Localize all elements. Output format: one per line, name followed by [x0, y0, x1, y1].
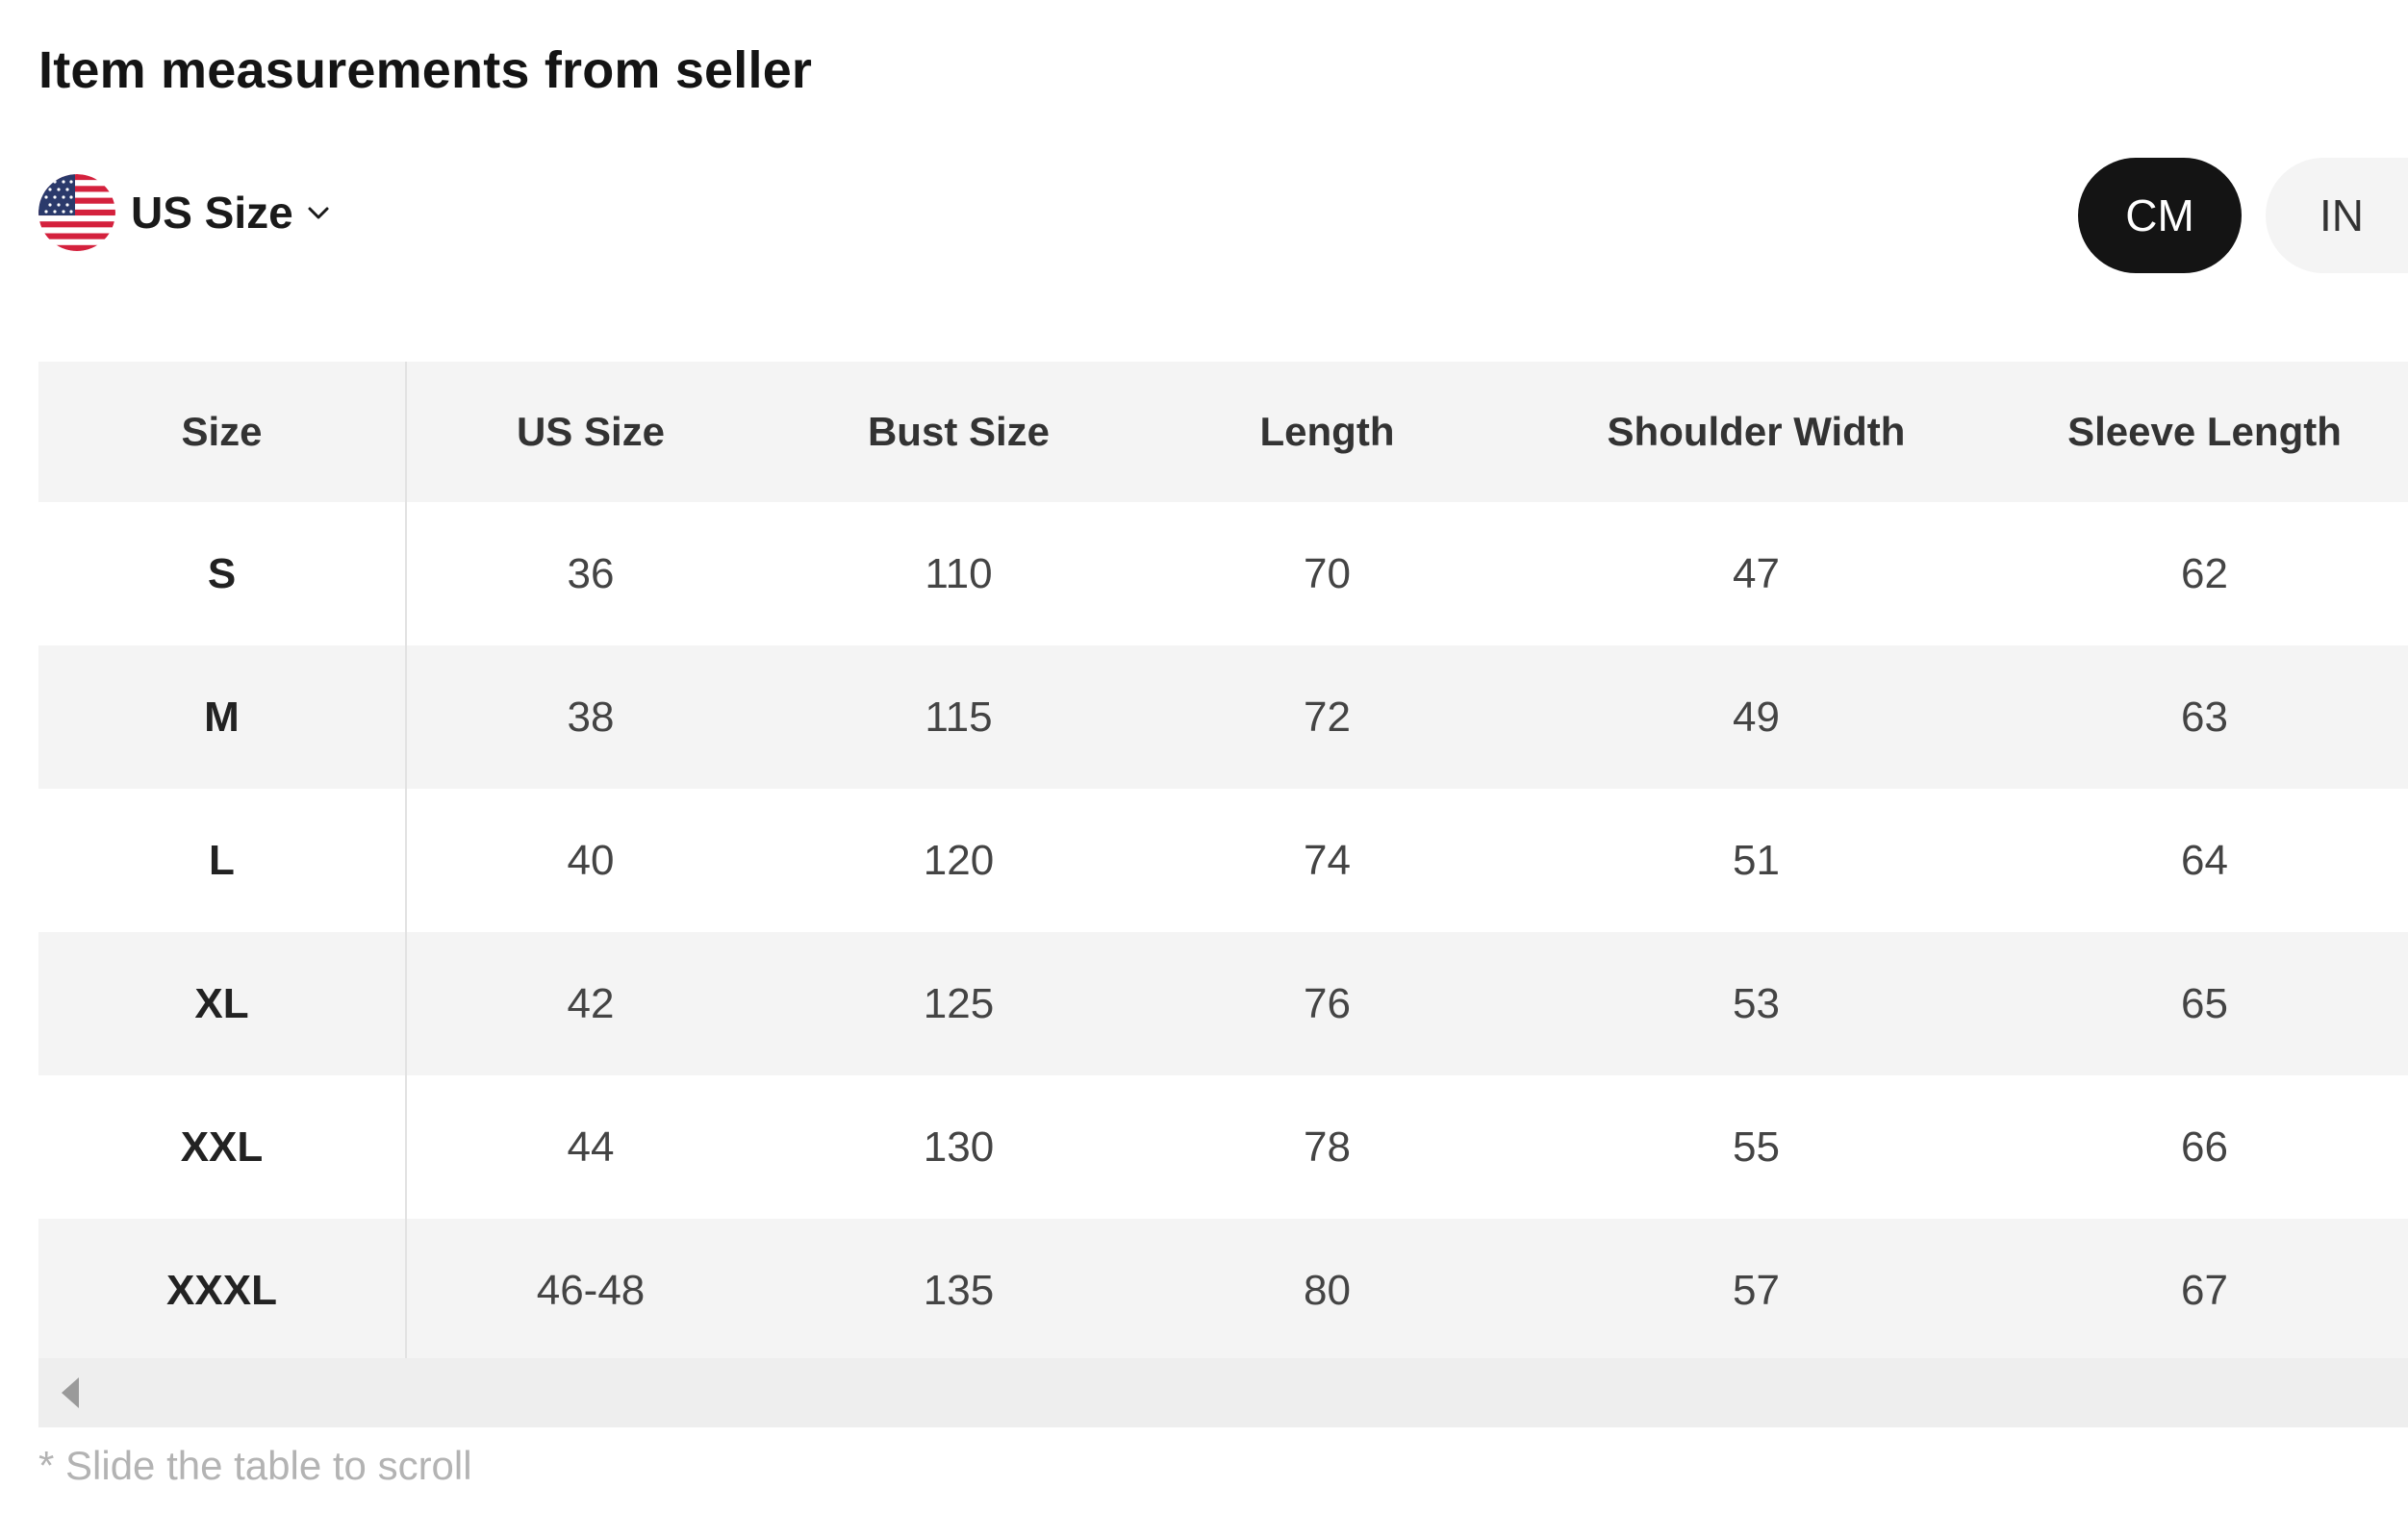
table-cell: 67 [2001, 1219, 2408, 1362]
table-row: S 36 110 70 47 62 [38, 502, 2408, 645]
size-system-dropdown[interactable]: US Size [38, 171, 332, 254]
table-cell: 46-48 [406, 1219, 774, 1362]
table-row: XXXL 46-48 135 80 57 67 [38, 1219, 2408, 1362]
table-cell: 64 [2181, 836, 2228, 884]
table-cell: 80 [1143, 1219, 1511, 1362]
table-cell: 125 [774, 932, 1143, 1075]
column-header-length: Length [1143, 362, 1511, 502]
table-cell: 62 [2181, 549, 2228, 597]
table-cell: 57 [1511, 1219, 2001, 1362]
unit-toggle-in[interactable]: IN [2266, 158, 2408, 273]
column-header-sleeve-length: Sleeve Length [2001, 362, 2408, 502]
measurements-table-container[interactable]: Size US Size Bust Size Length Shoulder W… [38, 362, 2408, 1427]
table-cell: 51 [1733, 836, 1780, 884]
scroll-hint: * Slide the table to scroll [38, 1443, 472, 1488]
table-cell: 70 [1304, 549, 1351, 597]
table-cell: 74 [1304, 836, 1351, 884]
table-cell: 49 [1511, 645, 2001, 789]
table-cell: 120 [923, 836, 995, 884]
scroll-left-arrow-icon[interactable] [62, 1377, 79, 1408]
table-row: M 38 115 72 49 63 [38, 645, 2408, 789]
table-header-row: Size US Size Bust Size Length Shoulder W… [38, 362, 2408, 502]
table-cell: 66 [2181, 1123, 2228, 1171]
table-cell: 42 [406, 932, 774, 1075]
table-row: L 40 120 74 51 64 [38, 789, 2408, 932]
table-cell: 63 [2001, 645, 2408, 789]
unit-toggle-cm[interactable]: CM [2078, 158, 2242, 273]
column-header-bust-size: Bust Size [774, 362, 1143, 502]
table-cell: 38 [406, 645, 774, 789]
table-cell: 76 [1143, 932, 1511, 1075]
table-cell: 72 [1143, 645, 1511, 789]
table-cell: 44 [567, 1123, 615, 1171]
column-header-shoulder-width: Shoulder Width [1511, 362, 2001, 502]
table-row: XXL 44 130 78 55 66 [38, 1075, 2408, 1219]
table-cell: 65 [2001, 932, 2408, 1075]
table-cell-size: M [38, 645, 407, 789]
size-system-label: US Size [131, 188, 293, 238]
horizontal-scrollbar[interactable] [38, 1358, 2408, 1427]
measurements-table: Size US Size Bust Size Length Shoulder W… [38, 362, 2408, 1362]
table-cell-size: XXXL [38, 1219, 407, 1362]
chevron-down-icon [308, 207, 329, 219]
table-cell: 55 [1733, 1123, 1780, 1171]
table-cell: 78 [1304, 1123, 1351, 1171]
us-flag-icon [38, 174, 115, 251]
table-cell: 36 [567, 549, 615, 597]
table-row: XL 42 125 76 53 65 [38, 932, 2408, 1075]
table-cell: 53 [1511, 932, 2001, 1075]
page-title: Item measurements from seller [38, 41, 813, 99]
table-cell: 40 [567, 836, 615, 884]
column-header-us-size: US Size [406, 362, 774, 502]
table-cell-size: S [38, 502, 407, 645]
table-cell: 115 [774, 645, 1143, 789]
table-cell: 130 [923, 1123, 995, 1171]
table-cell: 110 [925, 549, 993, 597]
table-cell-size: L [38, 789, 407, 932]
table-cell-size: XXL [38, 1075, 407, 1219]
table-cell: 135 [774, 1219, 1143, 1362]
table-cell-size: XL [38, 932, 407, 1075]
table-cell: 47 [1733, 549, 1780, 597]
column-header-size: Size [38, 362, 407, 502]
